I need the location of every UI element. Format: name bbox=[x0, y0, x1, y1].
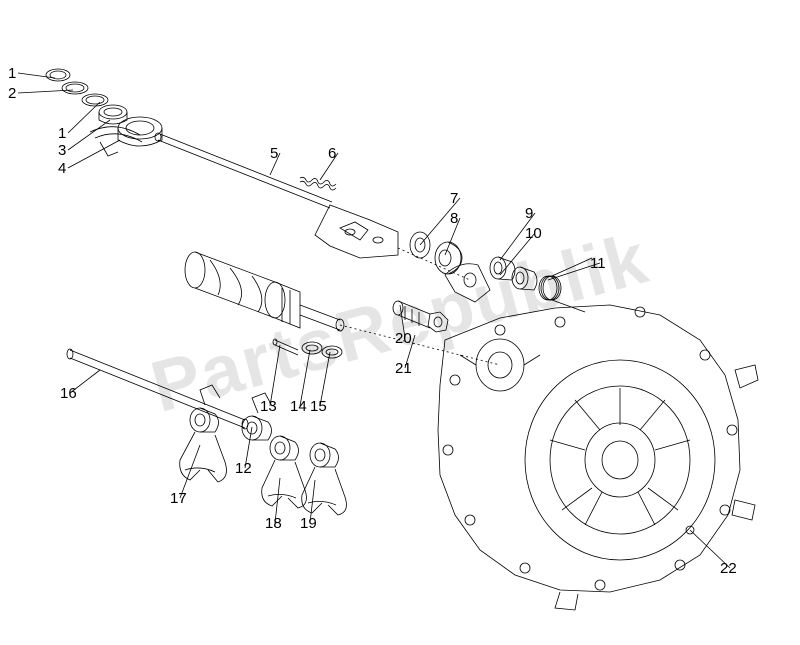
callout-4: 4 bbox=[58, 160, 66, 177]
part-ring-2 bbox=[62, 82, 88, 94]
part-fork-17 bbox=[180, 385, 227, 482]
part-drum-12 bbox=[185, 252, 344, 331]
assembly-axis-lines bbox=[340, 248, 500, 365]
part-bolt-20-21 bbox=[393, 301, 448, 332]
part-lever bbox=[445, 264, 490, 302]
part-fork-19 bbox=[302, 443, 347, 515]
part-ring-15 bbox=[322, 346, 342, 358]
technical-drawing bbox=[0, 0, 800, 645]
callout-11: 11 bbox=[590, 255, 606, 272]
callout-20: 20 bbox=[395, 330, 412, 347]
callout-18: 18 bbox=[265, 515, 282, 532]
part-bushing-9 bbox=[490, 257, 515, 280]
callout-2: 2 bbox=[8, 85, 16, 102]
part-ring-1a bbox=[46, 69, 70, 81]
callout-14: 14 bbox=[290, 398, 307, 415]
callout-1a: 1 bbox=[8, 65, 16, 82]
callout-9: 9 bbox=[525, 205, 533, 222]
callout-22: 22 bbox=[720, 560, 737, 577]
callout-13: 13 bbox=[260, 398, 277, 415]
callout-5: 5 bbox=[270, 145, 278, 162]
callout-3: 3 bbox=[58, 142, 66, 159]
part-bushing-10 bbox=[512, 267, 537, 290]
part-torsion-spring-11 bbox=[539, 258, 592, 312]
callout-21: 21 bbox=[395, 360, 412, 377]
leader-1a bbox=[18, 73, 55, 78]
part-fork-18 bbox=[262, 436, 307, 508]
part-ring-14 bbox=[302, 342, 322, 354]
callout-19: 19 bbox=[300, 515, 317, 532]
callout-6: 6 bbox=[328, 145, 336, 162]
part-crankcase-housing bbox=[438, 305, 758, 610]
callout-1b: 1 bbox=[58, 125, 66, 142]
part-ring-1b bbox=[82, 94, 108, 106]
callout-7: 7 bbox=[450, 190, 458, 207]
leader-13 bbox=[270, 345, 280, 406]
part-spring-6 bbox=[300, 177, 336, 190]
callout-8: 8 bbox=[450, 210, 458, 227]
callout-10: 10 bbox=[525, 225, 542, 242]
part-fork-shaft-16 bbox=[67, 349, 248, 429]
callout-15: 15 bbox=[310, 398, 327, 415]
part-pin-13 bbox=[273, 339, 298, 355]
diagram-container: PartsRepublik bbox=[0, 0, 800, 645]
callout-16: 16 bbox=[60, 385, 77, 402]
callout-12: 12 bbox=[235, 460, 252, 477]
callout-17: 17 bbox=[170, 490, 187, 507]
leader-1b bbox=[68, 102, 100, 133]
leader-lines bbox=[18, 73, 730, 568]
